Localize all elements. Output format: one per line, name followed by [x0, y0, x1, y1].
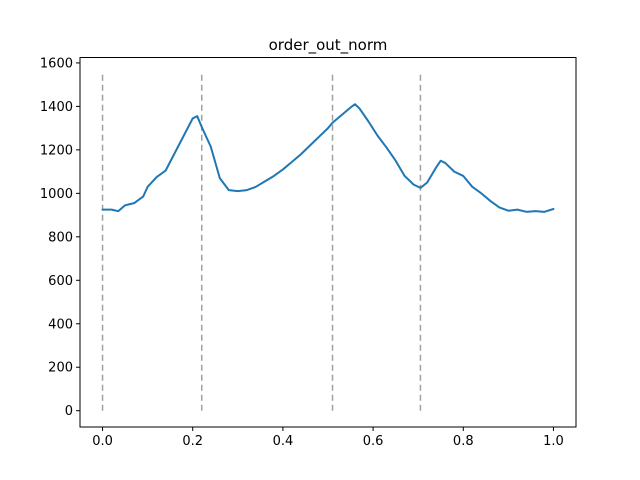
y-tick-label-4: 800	[48, 230, 73, 245]
y-tick-label-1: 200	[48, 361, 73, 376]
x-tick-label-2: 0.4	[273, 434, 294, 449]
y-tick-label-2: 400	[48, 317, 73, 332]
y-tick-label-5: 1000	[40, 187, 73, 202]
x-axis: 0.0 0.2 0.4 0.6 0.8 1.0	[92, 427, 564, 449]
x-tick-label-4: 0.8	[453, 434, 474, 449]
y-tick-label-8: 1600	[40, 56, 73, 71]
y-axis: 0 200 400 600 800 1000 1200 1400 1600	[40, 56, 80, 419]
x-tick-label-0: 0.0	[92, 434, 113, 449]
series-layer	[101, 103, 555, 213]
plot-frame	[79, 57, 577, 428]
y-tick-label-7: 1400	[40, 100, 73, 115]
y-tick-label-3: 600	[48, 274, 73, 289]
vertical-markers	[101, 73, 422, 411]
y-tick-label-6: 1200	[40, 143, 73, 158]
chart-title: order_out_norm	[269, 36, 388, 55]
y-tick-label-0: 0	[65, 404, 73, 419]
x-tick-label-3: 0.6	[363, 434, 384, 449]
x-tick-label-5: 1.0	[543, 434, 564, 449]
x-tick-label-1: 0.2	[182, 434, 203, 449]
series-line-0	[101, 103, 555, 213]
